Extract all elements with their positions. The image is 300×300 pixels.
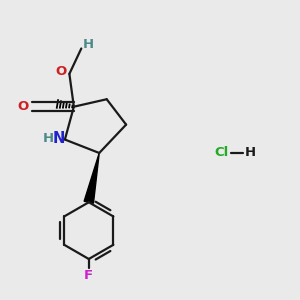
Text: H: H [43, 132, 54, 145]
Text: H: H [83, 38, 94, 51]
Text: O: O [56, 65, 67, 78]
Polygon shape [84, 153, 99, 203]
Text: F: F [84, 269, 93, 282]
Text: H: H [244, 146, 256, 160]
Text: N: N [53, 130, 65, 146]
Text: Cl: Cl [214, 146, 229, 160]
Text: O: O [17, 100, 28, 113]
